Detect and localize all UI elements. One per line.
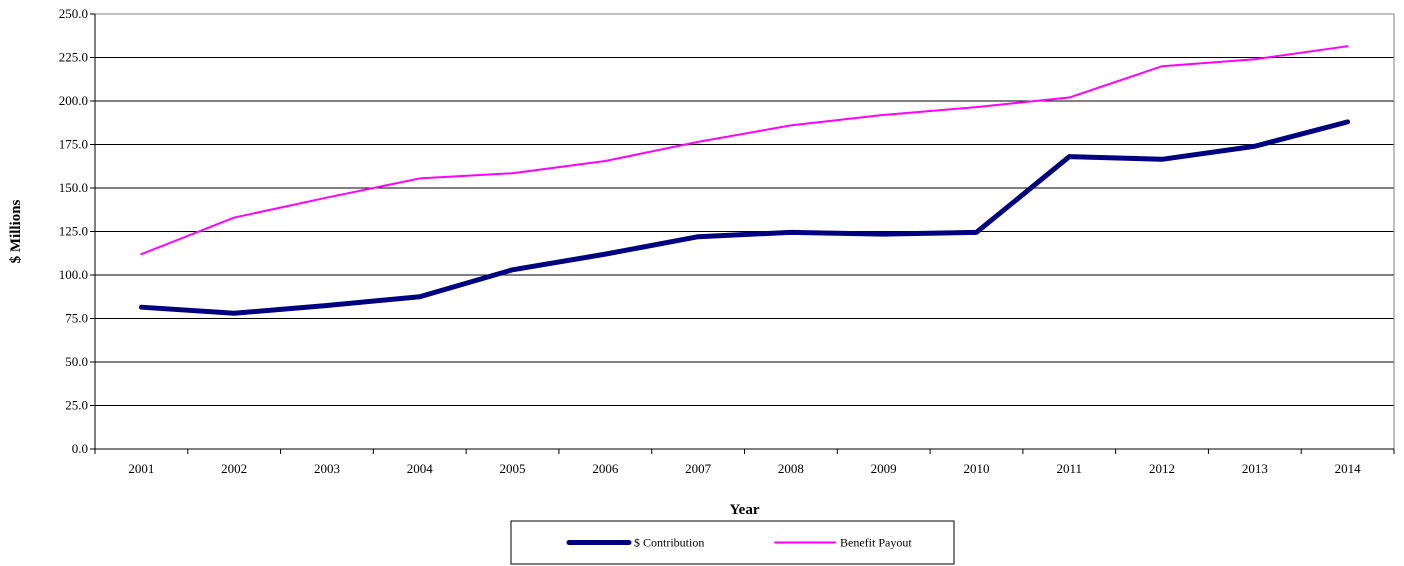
x-tick-label: 2006 (592, 461, 619, 476)
x-tick-label: 2010 (963, 461, 989, 476)
x-tick-label: 2004 (407, 461, 434, 476)
x-tick-label: 2013 (1242, 461, 1268, 476)
x-tick-label: 2014 (1335, 461, 1362, 476)
x-tick-label: 2002 (221, 461, 247, 476)
series-line-contribution (138, 119, 1351, 316)
x-tick-label: 2009 (871, 461, 897, 476)
y-axis-title: $ Millions (8, 199, 24, 263)
series-line-benefit-payout (140, 45, 1349, 256)
x-axis: 2001 2002 2003 2004 2005 2006 2007 2008 2009 2010… (94, 448, 1395, 476)
series-layer (138, 45, 1351, 316)
x-tick-label: 2012 (1149, 461, 1175, 476)
legend-label-benefit-payout: Benefit Payout (840, 536, 912, 550)
legend-label-contribution: $ Contribution (634, 536, 704, 550)
x-tick-label: 2005 (500, 461, 526, 476)
x-tick-label: 2007 (685, 461, 712, 476)
y-tick-label: 225.0 (59, 50, 88, 65)
y-tick-label: 100.0 (59, 267, 88, 282)
y-tick-label: 250.0 (59, 6, 88, 21)
y-tick-label: 50.0 (65, 354, 88, 369)
y-tick-label: 0.0 (72, 441, 88, 456)
y-tick-label: 150.0 (59, 180, 88, 195)
gridlines (95, 57, 1394, 406)
y-tick-label: 25.0 (65, 398, 88, 413)
y-tick-label: 125.0 (59, 224, 88, 239)
x-axis-title: Year (730, 502, 760, 518)
y-axis: 0.0 25.0 50.0 75.0 100.0 125.0 150.0 175.0 200.0… (59, 6, 96, 456)
legend: $ Contribution Benefit Payout (510, 520, 955, 565)
x-tick-label: 2003 (314, 461, 340, 476)
y-tick-label: 175.0 (59, 137, 88, 152)
x-tick-label: 2011 (1056, 461, 1082, 476)
x-tick-label: 2001 (128, 461, 154, 476)
x-tick-label: 2008 (778, 461, 804, 476)
y-tick-label: 200.0 (59, 93, 88, 108)
y-tick-label: 75.0 (65, 311, 88, 326)
